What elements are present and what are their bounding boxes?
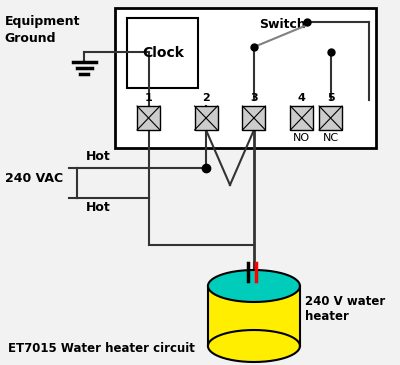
Polygon shape bbox=[208, 270, 300, 302]
Text: 5: 5 bbox=[327, 93, 334, 103]
Text: ET7015 Water heater circuit: ET7015 Water heater circuit bbox=[8, 342, 194, 355]
Text: 240 VAC: 240 VAC bbox=[5, 172, 63, 184]
Text: Switch: Switch bbox=[259, 18, 306, 31]
Text: 4: 4 bbox=[298, 93, 306, 103]
Text: 240 V water
heater: 240 V water heater bbox=[305, 295, 385, 323]
Bar bbox=[290, 106, 313, 130]
Text: NO: NO bbox=[293, 133, 310, 143]
Text: Equipment: Equipment bbox=[5, 15, 80, 28]
Bar bbox=[128, 18, 198, 88]
Bar bbox=[242, 106, 266, 130]
Text: Ground: Ground bbox=[5, 32, 56, 45]
Text: Hot: Hot bbox=[86, 150, 111, 163]
Text: 2: 2 bbox=[202, 93, 210, 103]
Text: NC: NC bbox=[322, 133, 339, 143]
Text: Hot: Hot bbox=[86, 201, 111, 214]
Bar bbox=[319, 106, 342, 130]
Bar bbox=[137, 106, 160, 130]
Text: 3: 3 bbox=[250, 93, 258, 103]
Text: Clock: Clock bbox=[142, 46, 184, 60]
Text: 1: 1 bbox=[145, 93, 152, 103]
Bar bbox=[208, 286, 300, 346]
Bar bbox=[194, 106, 218, 130]
Bar bbox=[115, 8, 376, 148]
Polygon shape bbox=[208, 330, 300, 362]
